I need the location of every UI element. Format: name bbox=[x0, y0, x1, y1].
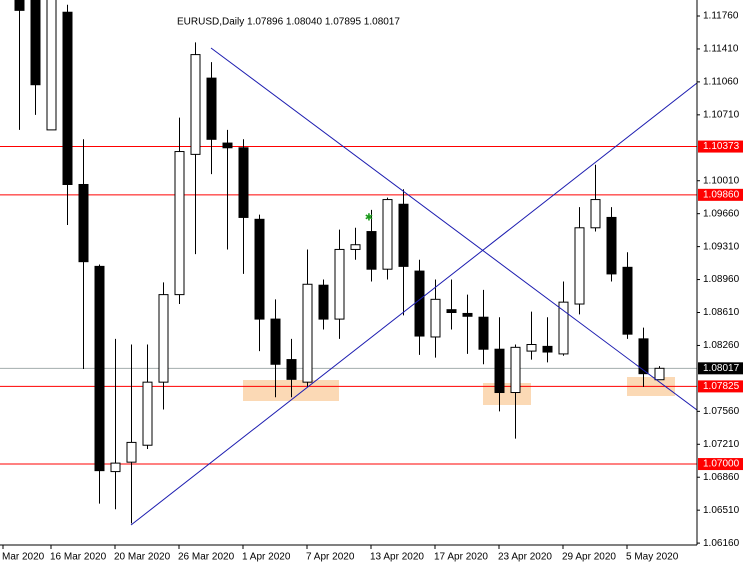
candle-body bbox=[318, 284, 329, 320]
candle-body bbox=[654, 367, 665, 381]
x-tick-label: 17 Apr 2020 bbox=[434, 552, 488, 563]
y-tick-label: 1.07210 bbox=[703, 439, 740, 450]
x-tick-label: Mar 2020 bbox=[2, 552, 45, 563]
level-label: 1.10373 bbox=[703, 141, 740, 152]
candle-body bbox=[270, 318, 281, 365]
price-axis: 1.11760 1.11410 1.11060 1.10710 1.10010 1.096… bbox=[697, 11, 743, 549]
y-tick-label: 1.09310 bbox=[703, 241, 740, 252]
candle-body bbox=[414, 270, 425, 337]
candle-body bbox=[446, 309, 457, 314]
level-label-box bbox=[698, 458, 743, 471]
level-label-box bbox=[698, 380, 743, 393]
candle-body bbox=[286, 359, 297, 380]
level-label: 1.07825 bbox=[703, 381, 740, 392]
candle-body bbox=[478, 316, 489, 350]
y-tick-label: 1.10010 bbox=[703, 175, 740, 186]
candle-body bbox=[302, 283, 313, 383]
y-tick-label: 1.09660 bbox=[703, 208, 740, 219]
x-tick-label: 7 Apr 2020 bbox=[306, 552, 355, 563]
y-tick-label: 1.06160 bbox=[703, 538, 740, 549]
last-price-label: 1.08017 bbox=[703, 363, 740, 374]
candle-body bbox=[142, 381, 153, 446]
x-tick-label: 29 Apr 2020 bbox=[562, 552, 616, 563]
y-tick-label: 1.11060 bbox=[703, 77, 739, 88]
candle-body bbox=[638, 338, 649, 375]
candle-body bbox=[78, 183, 89, 263]
candle-body bbox=[398, 203, 409, 267]
candle-body bbox=[622, 266, 633, 335]
candle-body bbox=[334, 248, 345, 320]
candle-body bbox=[542, 345, 553, 353]
candle-body bbox=[494, 348, 505, 394]
candle-body bbox=[174, 151, 185, 296]
y-tick-label: 1.07560 bbox=[703, 406, 740, 417]
candle-body bbox=[110, 462, 121, 473]
level-label: 1.09860 bbox=[703, 189, 740, 200]
candle-body bbox=[126, 441, 137, 463]
candle-body bbox=[158, 294, 169, 383]
y-tick-label: 1.10710 bbox=[703, 109, 740, 120]
x-tick-label: 16 Mar 2020 bbox=[50, 552, 107, 563]
candle-body bbox=[254, 218, 265, 320]
x-tick-label: 20 Mar 2020 bbox=[114, 552, 171, 563]
candle-body bbox=[46, 0, 57, 131]
chart-title: EURUSD,Daily 1.07896 1.08040 1.07895 1.0… bbox=[177, 17, 400, 28]
x-tick-label: 1 Apr 2020 bbox=[242, 552, 291, 563]
level-label-box bbox=[698, 188, 743, 201]
trendline bbox=[130, 82, 697, 526]
candle-body bbox=[574, 227, 585, 305]
candle-body bbox=[14, 0, 25, 11]
candle-body bbox=[510, 346, 521, 394]
trendlines: ✱ bbox=[130, 47, 697, 526]
trendline bbox=[210, 47, 697, 411]
x-tick-label: 26 Mar 2020 bbox=[178, 552, 235, 563]
candle-body bbox=[366, 231, 377, 270]
y-tick-label: 1.11760 bbox=[703, 11, 739, 22]
signal-marker: ✱ bbox=[365, 213, 373, 224]
candle-body bbox=[62, 11, 73, 185]
candle-body bbox=[206, 77, 217, 140]
last-price-box bbox=[698, 362, 743, 375]
level-label-box bbox=[698, 140, 743, 153]
candle-body bbox=[430, 298, 441, 338]
level-label: 1.07000 bbox=[703, 459, 740, 470]
y-tick-label: 1.06860 bbox=[703, 472, 740, 483]
candle-body bbox=[590, 199, 601, 229]
candle-body bbox=[382, 199, 393, 270]
candle-body bbox=[190, 54, 201, 155]
candle-body bbox=[222, 142, 233, 149]
candle-body bbox=[462, 312, 473, 317]
y-tick-label: 1.11410 bbox=[703, 44, 739, 55]
candle-body bbox=[30, 0, 41, 86]
y-tick-label: 1.06510 bbox=[703, 505, 740, 516]
y-tick-label: 1.08260 bbox=[703, 340, 740, 351]
candle-body bbox=[94, 265, 105, 472]
candle-body bbox=[526, 344, 537, 352]
candle-body bbox=[606, 216, 617, 275]
y-tick-label: 1.08960 bbox=[703, 274, 740, 285]
candle-body bbox=[558, 301, 569, 355]
y-tick-label: 1.08610 bbox=[703, 307, 740, 318]
plot bbox=[0, 0, 697, 524]
candle-body bbox=[238, 147, 249, 218]
x-tick-label: 23 Apr 2020 bbox=[498, 552, 552, 563]
x-tick-label: 13 Apr 2020 bbox=[370, 552, 424, 563]
candle-body bbox=[350, 244, 361, 250]
x-tick-label: 5 May 2020 bbox=[626, 552, 679, 563]
